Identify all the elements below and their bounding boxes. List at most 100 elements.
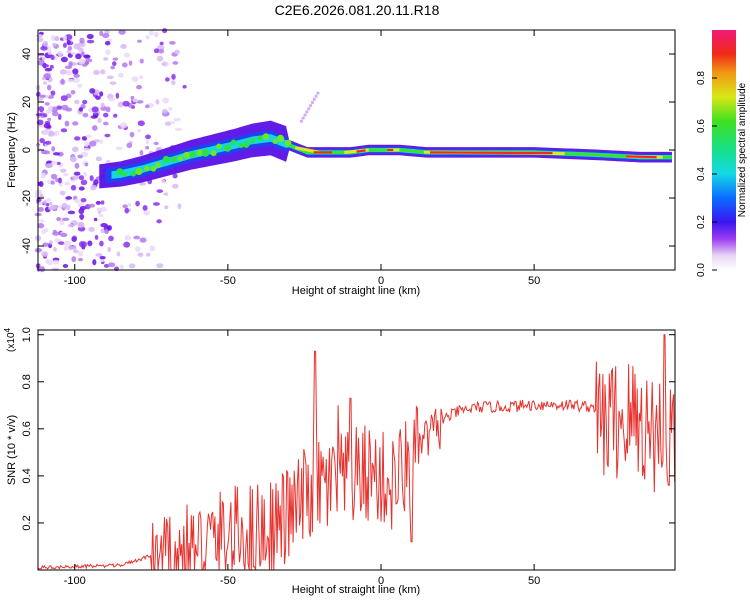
noise-point: [51, 146, 56, 152]
noise-point: [71, 256, 77, 263]
noise-point: [145, 145, 150, 150]
noise-point: [43, 123, 51, 129]
snr-multiplier-exponent: 4: [3, 328, 12, 333]
noise-point: [144, 104, 150, 109]
noise-point: [37, 59, 45, 66]
noise-point: [56, 216, 61, 222]
noise-point: [163, 192, 169, 196]
noise-point: [145, 34, 150, 40]
noise-point: [70, 51, 76, 55]
track-blob: [262, 133, 270, 140]
noise-point: [78, 222, 84, 227]
x-tick-label: 50: [528, 275, 540, 287]
noise-point: [60, 56, 68, 63]
noise-point: [89, 88, 96, 94]
noise-point: [112, 113, 118, 118]
noise-point: [107, 224, 113, 231]
noise-point: [47, 179, 52, 185]
track-blob: [216, 143, 222, 149]
noise-point: [83, 147, 90, 152]
noise-point: [66, 69, 72, 76]
noise-point: [110, 65, 116, 70]
noise-point: [172, 173, 178, 179]
noise-point: [79, 37, 85, 44]
noise-point: [53, 130, 60, 137]
noise-point: [127, 203, 132, 207]
noise-point: [58, 177, 63, 184]
chart-title: C2E6.2026.081.20.11.R18: [275, 2, 440, 18]
x-tick-label: -50: [220, 275, 236, 287]
noise-point: [71, 236, 77, 242]
noise-point: [85, 58, 93, 63]
track-blob: [242, 141, 250, 148]
noise-point: [128, 263, 136, 269]
track-blob: [189, 151, 196, 158]
colorbar-tick-label: 0.8: [696, 71, 707, 85]
y-tick-label: 0.4: [21, 468, 33, 483]
noise-point: [81, 136, 88, 141]
x-tick-label: 0: [378, 275, 384, 287]
noise-point: [62, 35, 68, 41]
colorbar-tick-label: 0.4: [696, 167, 707, 181]
noise-point: [77, 47, 84, 52]
noise-point: [132, 98, 139, 103]
noise-point: [67, 224, 74, 228]
noise-point: [155, 99, 160, 105]
noise-point: [173, 117, 181, 122]
noise-point: [62, 42, 67, 48]
noise-point: [95, 156, 102, 162]
noise-point: [118, 29, 126, 35]
noise-point: [66, 39, 71, 45]
snr-multiplier: (x104: [3, 328, 17, 352]
noise-point: [68, 61, 73, 68]
noise-point: [78, 186, 85, 191]
noise-point: [43, 200, 47, 206]
noise-point: [120, 122, 128, 129]
noise-point: [105, 106, 111, 113]
noise-point: [41, 63, 50, 68]
noise-point: [156, 219, 162, 224]
track-blob: [257, 135, 263, 141]
noise-point: [100, 102, 105, 108]
noise-point: [174, 49, 180, 55]
noise-point: [301, 116, 305, 120]
noise-point: [72, 245, 77, 251]
track-blob: [144, 165, 150, 172]
noise-point: [93, 179, 99, 185]
noise-point: [142, 204, 148, 211]
noise-point: [77, 257, 84, 262]
noise-point: [121, 62, 128, 68]
noise-point: [75, 53, 82, 60]
noise-point: [87, 240, 93, 247]
noise-point: [64, 181, 71, 186]
noise-point: [120, 44, 127, 49]
noise-point: [91, 125, 98, 131]
noise-point: [41, 56, 46, 61]
noise-point: [48, 206, 56, 211]
noise-point: [136, 84, 143, 90]
noise-point: [72, 121, 79, 126]
noise-point: [177, 203, 182, 210]
spectrogram-x-ticks: -100 -50 0 50: [64, 30, 540, 287]
noise-point: [99, 30, 104, 37]
noise-point: [46, 84, 52, 91]
noise-point: [61, 202, 68, 209]
noise-point: [124, 235, 132, 241]
noise-point: [310, 100, 314, 105]
noise-point: [138, 182, 147, 186]
noise-point: [164, 205, 169, 210]
noise-point: [137, 120, 145, 127]
snr-y-label: SNR (10 * v/v): [6, 415, 18, 485]
noise-point: [135, 246, 141, 252]
noise-point: [136, 100, 144, 104]
noise-point: [312, 97, 316, 101]
noise-point: [57, 50, 64, 57]
noise-point: [172, 61, 179, 65]
track-blob: [223, 144, 232, 152]
noise-point: [42, 129, 49, 135]
noise-point: [37, 52, 45, 57]
colorbar-tick-label: 0.2: [696, 215, 707, 229]
noise-point: [38, 106, 45, 113]
noise-point: [171, 80, 176, 86]
noise-point: [79, 205, 87, 210]
